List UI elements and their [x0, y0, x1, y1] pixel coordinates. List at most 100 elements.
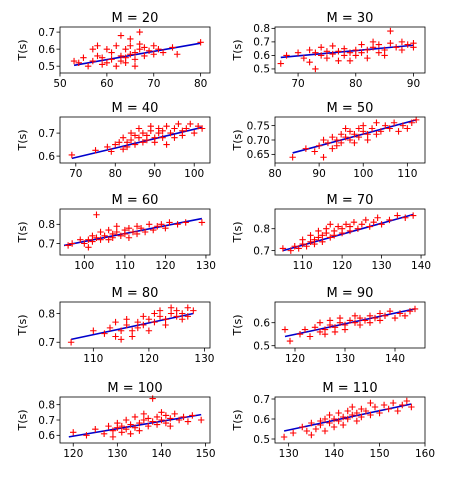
- data-point-marker: [127, 430, 134, 437]
- data-point-marker: [377, 128, 385, 135]
- panel-title: M = 90: [327, 286, 374, 301]
- x-tick-label: 160: [415, 448, 435, 460]
- y-tick-label: 0.6: [253, 318, 270, 330]
- y-tick-label: 0.7: [38, 128, 55, 140]
- y-axis-label: T(s): [16, 39, 29, 61]
- data-point-marker: [140, 313, 147, 320]
- data-point-marker: [127, 42, 134, 49]
- data-point-marker: [335, 409, 342, 417]
- data-point-marker: [321, 415, 329, 423]
- panel-title: M = 30: [327, 11, 374, 26]
- data-point-marker: [320, 154, 327, 161]
- data-point-marker: [179, 316, 186, 323]
- data-point-marker: [145, 422, 152, 430]
- data-point-marker: [396, 310, 404, 317]
- x-tick-label: 140: [411, 260, 431, 272]
- data-point-marker: [191, 129, 198, 137]
- data-point-marker: [409, 212, 417, 219]
- regression-line: [73, 42, 201, 67]
- data-point-marker: [140, 321, 147, 329]
- data-point-marker: [137, 224, 145, 232]
- data-point-marker: [366, 223, 373, 230]
- y-tick-label: 0.8: [253, 23, 270, 35]
- data-point-marker: [289, 154, 296, 161]
- data-point-marker: [337, 139, 345, 147]
- data-point-marker: [105, 226, 112, 234]
- y-tick-label: 0.8: [38, 308, 55, 320]
- data-point-marker: [147, 123, 154, 130]
- data-point-marker: [321, 331, 329, 338]
- data-point-marker: [163, 141, 170, 148]
- data-point-marker: [153, 421, 161, 428]
- data-point-marker: [162, 412, 170, 419]
- data-point-marker: [316, 319, 324, 326]
- panel-title: M = 70: [327, 193, 374, 208]
- data-point-marker: [83, 432, 90, 439]
- x-tick-label: 140: [324, 448, 344, 460]
- data-point-marker: [167, 310, 175, 317]
- data-point-marker: [279, 245, 287, 252]
- data-point-marker: [326, 419, 333, 427]
- data-point-marker: [68, 151, 76, 159]
- data-point-marker: [336, 314, 344, 322]
- y-axis-label: T(s): [16, 409, 29, 431]
- data-point-marker: [410, 40, 417, 47]
- x-tick-label: 100: [74, 260, 94, 272]
- data-point-marker: [390, 119, 398, 126]
- data-point-marker: [281, 326, 289, 333]
- x-tick-label: 130: [107, 448, 127, 460]
- data-point-marker: [296, 331, 304, 338]
- data-point-marker: [381, 46, 388, 54]
- data-point-marker: [145, 47, 153, 55]
- y-axis-label: T(s): [16, 314, 29, 336]
- data-point-marker: [306, 333, 314, 340]
- data-point-marker: [317, 44, 325, 51]
- data-point-marker: [334, 223, 342, 230]
- data-point-marker: [103, 59, 111, 66]
- scatter-panel: M = 80 T(s) 110 120 130 0.7 0.8: [16, 286, 214, 365]
- data-point-marker: [375, 49, 383, 56]
- data-point-marker: [127, 51, 134, 58]
- data-point-marker: [155, 45, 162, 53]
- data-point-marker: [352, 46, 359, 54]
- data-point-marker: [127, 35, 134, 43]
- data-point-marker: [326, 317, 334, 324]
- data-point-marker: [117, 327, 125, 334]
- data-point-marker: [180, 413, 187, 421]
- data-point-marker: [140, 416, 148, 424]
- data-point-marker: [112, 333, 119, 340]
- data-point-marker: [312, 425, 320, 433]
- data-point-marker: [329, 50, 336, 58]
- data-point-marker: [316, 328, 324, 336]
- data-point-marker: [122, 59, 129, 66]
- panel-title: M = 80: [112, 286, 159, 301]
- data-point-marker: [127, 136, 135, 144]
- data-point-marker: [295, 245, 302, 252]
- data-point-marker: [162, 316, 169, 323]
- data-point-marker: [398, 38, 406, 46]
- data-point-marker: [125, 234, 133, 241]
- panel-title: M = 20: [112, 11, 159, 26]
- data-point-marker: [97, 228, 104, 236]
- scatter-panel: M = 70 T(s) 110 120 130 140 0.7 0.8: [231, 193, 431, 272]
- data-point-marker: [389, 399, 397, 407]
- data-point-marker: [187, 120, 194, 128]
- data-point-marker: [151, 139, 158, 146]
- data-point-marker: [371, 403, 379, 411]
- data-point-marker: [361, 317, 369, 324]
- data-point-marker: [131, 413, 139, 421]
- data-point-marker: [123, 143, 131, 151]
- data-point-marker: [376, 409, 383, 417]
- data-point-marker: [351, 312, 359, 319]
- data-point-marker: [173, 51, 181, 58]
- y-tick-label: 0.5: [253, 341, 270, 353]
- data-point-marker: [408, 119, 415, 126]
- data-point-marker: [127, 421, 134, 428]
- data-point-marker: [77, 236, 84, 243]
- data-point-marker: [306, 46, 313, 54]
- data-point-marker: [198, 125, 206, 132]
- data-point-marker: [159, 134, 166, 141]
- axes-frame: [59, 208, 211, 256]
- data-point-marker: [163, 123, 170, 130]
- data-point-marker: [344, 415, 351, 423]
